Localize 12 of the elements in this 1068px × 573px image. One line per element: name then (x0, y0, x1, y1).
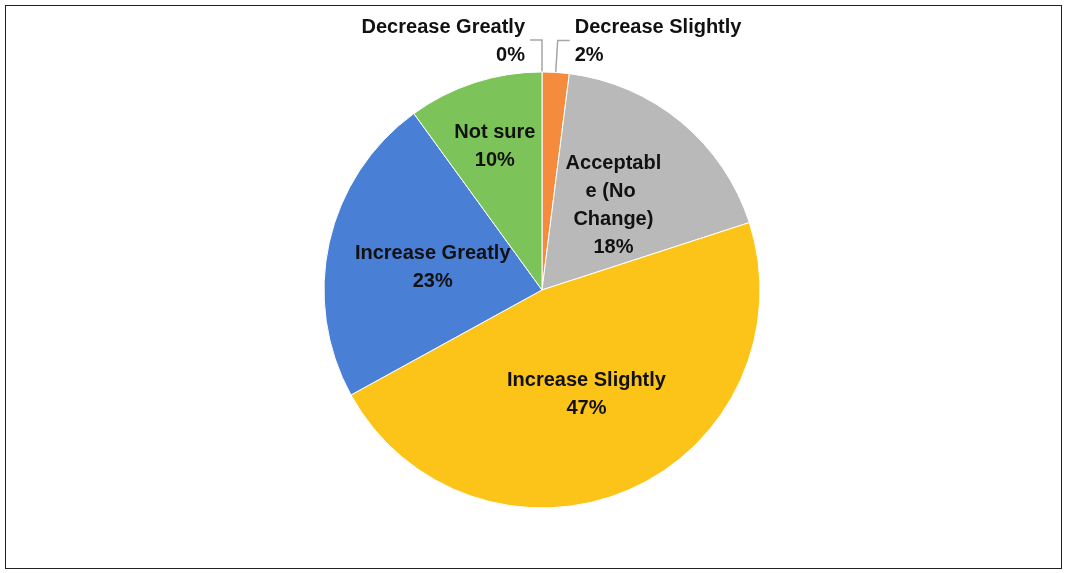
slice-label: Acceptable (No Change) (565, 150, 662, 229)
data-label: 10% (474, 147, 516, 170)
slice-label: Increase Slightly (507, 367, 667, 390)
slice-label: Increase Greatly (354, 240, 512, 263)
slice-label: Decrease Slightly (574, 15, 743, 38)
data-label: 18% (593, 234, 634, 257)
slice-label: Not sure (454, 119, 536, 142)
text: 0% (496, 42, 526, 65)
category-label: Decrease Greatly (361, 14, 526, 37)
data-label: 23% (412, 268, 453, 291)
data-label: 2% (574, 43, 604, 66)
data-label: 47% (566, 395, 607, 418)
